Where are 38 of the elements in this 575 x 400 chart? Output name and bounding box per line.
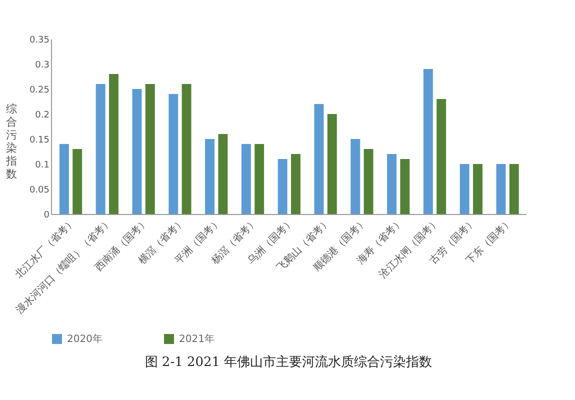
- bar: [364, 149, 374, 214]
- bar: [278, 159, 288, 214]
- y-tick-label: 0.1: [35, 160, 50, 170]
- bar: [327, 114, 337, 214]
- legend-label: 2020年: [67, 333, 102, 345]
- bar: [314, 104, 324, 214]
- bar: [59, 144, 69, 214]
- text: 图 2-1 2021 年佛山市主要河流水质综合污染指数: [144, 354, 432, 370]
- bar: [460, 164, 470, 214]
- bar: [436, 99, 446, 214]
- bar: [109, 74, 118, 214]
- y-tick-label: 0.25: [29, 86, 50, 96]
- bar: [350, 139, 360, 214]
- y-tick-label: 0.2: [35, 110, 50, 120]
- y-tick-label: 0.15: [29, 136, 50, 146]
- y-axis-title: 综合污染指数: [5, 102, 17, 180]
- bar: [145, 84, 155, 214]
- bar: [205, 139, 215, 214]
- y-tick-label: 0.35: [29, 36, 50, 46]
- y-tick-label: 0: [44, 210, 50, 220]
- bar: [400, 159, 410, 214]
- y-tick-label: 0.05: [29, 186, 50, 196]
- bar: [254, 144, 264, 214]
- legend-label: 2021年: [179, 333, 214, 345]
- bar: [423, 69, 433, 214]
- bar: [472, 164, 482, 214]
- bar: [241, 144, 251, 214]
- bar: [132, 89, 142, 214]
- bar: [496, 164, 506, 214]
- bar: [218, 134, 228, 214]
- bar: [96, 84, 106, 214]
- bar: [387, 154, 397, 214]
- y-tick-label: 0.3: [35, 60, 50, 70]
- bar: [182, 84, 192, 214]
- bar: [72, 149, 82, 214]
- bar: [290, 154, 300, 214]
- bar: [168, 94, 178, 214]
- bar: [509, 164, 519, 214]
